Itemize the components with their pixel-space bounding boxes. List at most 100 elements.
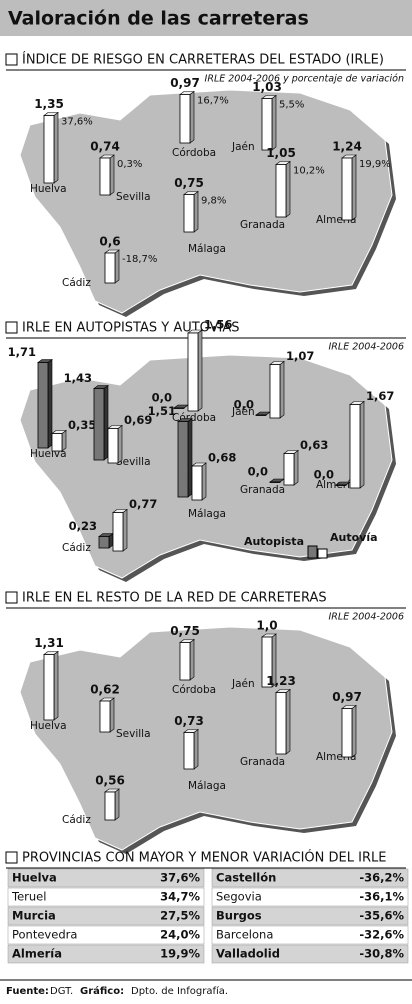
change-label: 5,5%: [279, 100, 304, 111]
table-row: [211, 868, 409, 888]
province-name: Córdoba: [172, 147, 216, 159]
value-label: 0,75: [174, 176, 204, 190]
change-label: -18,7%: [122, 254, 157, 265]
autovia-label: 0,35: [68, 418, 96, 432]
value-label: 1,31: [34, 636, 64, 650]
value-label: 0,6: [99, 235, 120, 249]
source-label: Fuente:: [6, 986, 49, 997]
section-subtitle: IRLE 2004-2006 y porcentaje de variación: [205, 74, 404, 85]
legend-label: Autovía: [330, 531, 378, 544]
checkbox: [5, 591, 18, 604]
source: DGT.: [50, 986, 73, 997]
province-name: Granada: [240, 219, 285, 231]
autopista-label: 1,71: [8, 345, 36, 359]
value-label: 0,56: [95, 774, 125, 788]
page-title: Valoración de las carreteras: [8, 8, 309, 30]
bar-side: [189, 90, 195, 144]
bar-side: [53, 111, 59, 184]
province-name: Granada: [240, 484, 285, 496]
autopista-label: 0,0: [314, 468, 334, 482]
table-row: [7, 906, 205, 926]
province-name: Sevilla: [116, 456, 151, 468]
autopista-label: 0,0: [234, 398, 254, 412]
value-label: 1,05: [266, 146, 296, 160]
bar: [179, 94, 191, 144]
bar: [173, 407, 185, 409]
province-name: Málaga: [188, 508, 226, 520]
title-bar: [0, 0, 412, 36]
bar: [283, 453, 295, 486]
table-row: [211, 925, 409, 945]
table-value: -32,6%: [359, 928, 404, 942]
autovia-label: 0,63: [300, 438, 328, 452]
autovia-label: 0,69: [124, 413, 152, 427]
bar: [112, 512, 124, 552]
legend-label: Autopista: [244, 535, 304, 548]
autovia-label: 1,56: [204, 318, 232, 332]
table-name: Barcelona: [216, 928, 273, 942]
table-value: 37,6%: [160, 871, 200, 885]
section-title: IRLE EN AUTOPISTAS Y AUTOVIAS: [22, 321, 240, 336]
legend-swatch: [307, 545, 318, 559]
bar: [37, 362, 49, 449]
province-name: Huelva: [30, 720, 67, 732]
value-label: 0,73: [174, 714, 204, 728]
bar: [269, 481, 281, 483]
province-name: Córdoba: [172, 684, 216, 696]
bar: [269, 364, 281, 419]
province-name: Cádiz: [62, 277, 91, 289]
bar-side: [359, 400, 365, 489]
section-title: PROVINCIAS CON MAYOR Y MENOR VARIACIÓN D…: [22, 850, 386, 866]
bar-side: [279, 360, 285, 419]
table-row: [7, 868, 205, 888]
checkbox: [5, 851, 18, 864]
province-name: Jaén: [231, 678, 255, 690]
value-label: 1,23: [266, 674, 296, 688]
autovia-label: 1,07: [286, 349, 314, 363]
bar: [93, 388, 105, 461]
bar: [261, 98, 273, 151]
section-subtitle: IRLE 2004-2006: [329, 342, 405, 353]
bar: [261, 636, 273, 688]
autovia-label: 0,68: [208, 451, 236, 465]
bar: [104, 791, 116, 821]
province-name: Granada: [240, 756, 285, 768]
value-label: 0,74: [90, 140, 120, 154]
bar: [349, 404, 361, 489]
province-name: Cádiz: [62, 814, 91, 826]
province-name: Sevilla: [116, 191, 151, 203]
autovia-label: 1,67: [366, 389, 394, 403]
table-row: [7, 944, 205, 964]
bar-side: [293, 449, 299, 486]
bar: [191, 465, 203, 501]
section-subtitle: IRLE 2004-2006: [329, 612, 405, 623]
table-row: [211, 906, 409, 926]
table-value: 24,0%: [160, 928, 200, 942]
table-value: -36,2%: [359, 871, 404, 885]
bar: [275, 692, 287, 755]
bar-side: [109, 154, 115, 196]
bar: [179, 642, 191, 681]
table-name: Valladolid: [216, 947, 280, 961]
autopista-label: 0,0: [248, 465, 268, 479]
table-value: -30,8%: [359, 947, 404, 961]
value-label: 1,03: [252, 80, 282, 94]
table-row: [211, 887, 409, 907]
bar-side: [201, 462, 207, 501]
change-label: 9,8%: [201, 196, 226, 207]
bar-side: [109, 697, 115, 733]
bar: [98, 536, 110, 549]
change-label: 16,7%: [197, 96, 229, 107]
province-name: Huelva: [30, 183, 67, 195]
bar-side: [189, 638, 195, 681]
table-name: Almería: [12, 947, 62, 961]
change-label: 37,6%: [61, 117, 93, 128]
checkbox: [5, 53, 18, 66]
bar: [51, 433, 63, 452]
bar-side: [193, 728, 199, 770]
bar: [43, 115, 55, 184]
bar-side: [122, 508, 128, 552]
value-label: 0,97: [170, 76, 200, 90]
bar-side: [47, 358, 53, 449]
bar: [335, 484, 347, 486]
